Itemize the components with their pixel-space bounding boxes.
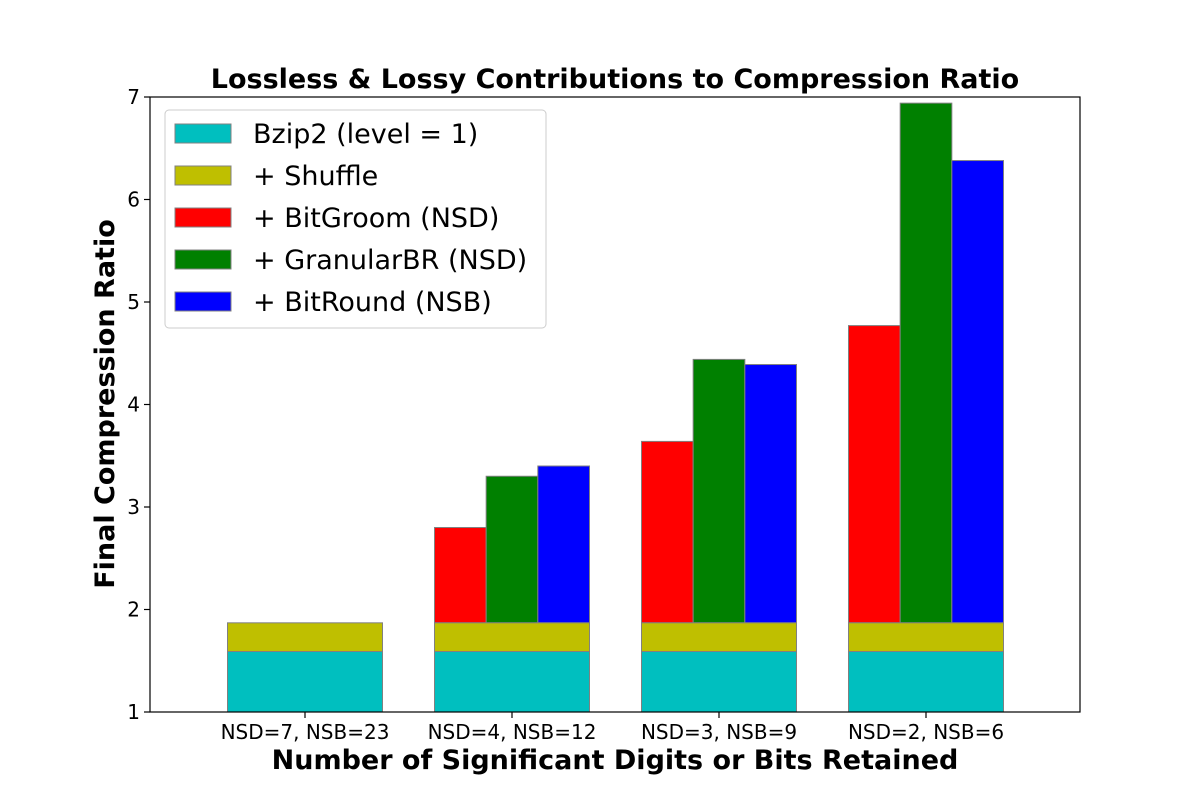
legend: Bzip2 (level = 1) + Shuffle + BitGroom (NS… — [164, 109, 547, 329]
legend-swatch-shuffle — [174, 165, 232, 186]
y-tick-label-5: 6 — [127, 188, 140, 212]
legend-box — [164, 109, 547, 329]
bar-shuffle-3 — [848, 622, 1004, 653]
bars-layer — [227, 102, 1004, 713]
legend-swatch-bzip2-level-1 — [174, 123, 232, 144]
legend-swatch-bitround-nsb — [174, 291, 232, 312]
bar-shuffle-0 — [227, 622, 383, 653]
x-tick-label-0: NSD=7, NSB=23 — [221, 720, 390, 744]
bar-shuffle-2 — [641, 622, 797, 653]
legend-label-granularbr-nsd: + GranularBR (NSD) — [253, 245, 527, 276]
legend-label-bitgroom-nsd: + BitGroom (NSD) — [253, 203, 499, 234]
y-tick-label-6: 7 — [127, 85, 140, 109]
bar-bzip2-0 — [227, 651, 383, 713]
bar-bitgroom-nsd-1 — [434, 527, 487, 624]
axes-layer: 1 2 3 4 5 6 7 NSD=7, NSB=23 NSD=4, NSB=12 NSD=3, … — [127, 85, 1081, 744]
y-tick-label-0: 1 — [127, 700, 140, 724]
legend-swatch-bitgroom-nsd — [174, 207, 232, 228]
bar-granularbr-nsd-3 — [899, 102, 953, 624]
y-tick-label-3: 4 — [127, 393, 140, 417]
x-tick-label-3: NSD=2, NSB=6 — [848, 720, 1004, 744]
legend-swatch-granularbr-nsd — [174, 249, 232, 270]
y-tick-label-4: 5 — [127, 290, 140, 314]
x-tick-label-1: NSD=4, NSB=12 — [428, 720, 597, 744]
legend-label-bzip2-level-1: Bzip2 (level = 1) — [253, 119, 478, 150]
bar-bitround-nsb-2 — [744, 364, 797, 624]
y-tick-label-1: 2 — [127, 598, 140, 622]
bar-bitgroom-nsd-3 — [848, 325, 901, 624]
legend-label-shuffle: + Shuffle — [253, 161, 378, 192]
bar-bitround-nsb-1 — [537, 465, 590, 624]
bar-bitgroom-nsd-2 — [641, 440, 694, 624]
bar-bzip2-3 — [848, 651, 1004, 713]
bar-shuffle-1 — [434, 622, 590, 653]
bar-bzip2-1 — [434, 651, 590, 713]
x-tick-label-2: NSD=3, NSB=9 — [641, 720, 797, 744]
chart-title: Lossless & Lossy Contributions to Compre… — [211, 64, 1019, 95]
x-axis-label: Number of Significant Digits or Bits Ret… — [272, 745, 959, 776]
bar-granularbr-nsd-2 — [692, 358, 746, 624]
y-axis-label: Final Compression Ratio — [90, 219, 121, 589]
y-tick-label-2: 3 — [127, 495, 140, 519]
bar-bitround-nsb-3 — [951, 160, 1004, 624]
bar-granularbr-nsd-1 — [485, 475, 539, 624]
legend-label-bitround-nsb: + BitRound (NSB) — [253, 287, 492, 318]
bar-bzip2-2 — [641, 651, 797, 713]
